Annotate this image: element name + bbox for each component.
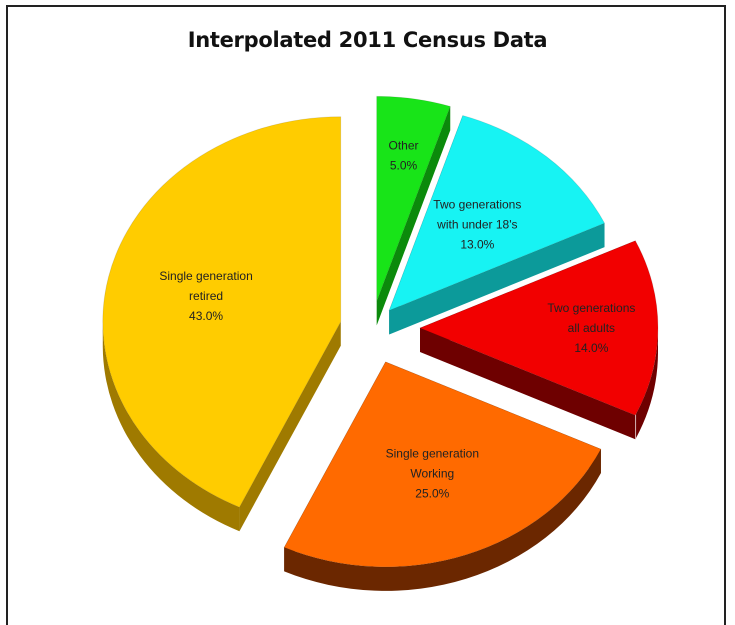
slice-label-line: 14.0% [574,341,608,355]
slice-label: Two generations with under 18's 13.0% [433,197,521,251]
pie-slice [283,361,602,568]
slice-wall [376,106,451,326]
slice-wall [239,321,341,532]
slice-label-line: with under 18's [436,217,517,231]
slice-label-line: retired [189,289,223,303]
slice-label: Single generation Working 25.0% [386,447,479,501]
slice-label-line: all adults [568,321,615,335]
slice-label-line: 13.0% [460,237,494,251]
pie-tops [102,95,659,568]
slice-label-line: 5.0% [390,159,418,173]
pie-slice [102,116,342,508]
slice-wall [420,328,636,440]
slice-label-line: 43.0% [189,309,223,323]
slice-label-line: Single generation [386,447,479,461]
slice-label: Single generation retired 43.0% [159,269,252,323]
chart-title: Interpolated 2011 Census Data [187,28,548,52]
slice-label: Two generations all adults 14.0% [547,301,635,355]
slice-label-line: Two generations [547,301,635,315]
slice-label-line: Single generation [159,269,252,283]
pie-slice [418,240,659,416]
pie-slice [388,114,606,312]
slice-side [636,329,658,438]
pie-labels: Other 5.0% Two generations with under 18's 1… [159,139,635,501]
slice-label-line: Two generations [433,197,521,211]
slice-side [284,449,601,591]
slice-label-line: Other [388,139,418,153]
slice-wall [389,223,605,335]
slice-side [102,322,240,532]
slice-label-line: Working [410,467,454,481]
slice-label-line: 25.0% [415,487,449,501]
slice-label: Other 5.0% [388,139,418,173]
pie-slice [376,95,451,302]
